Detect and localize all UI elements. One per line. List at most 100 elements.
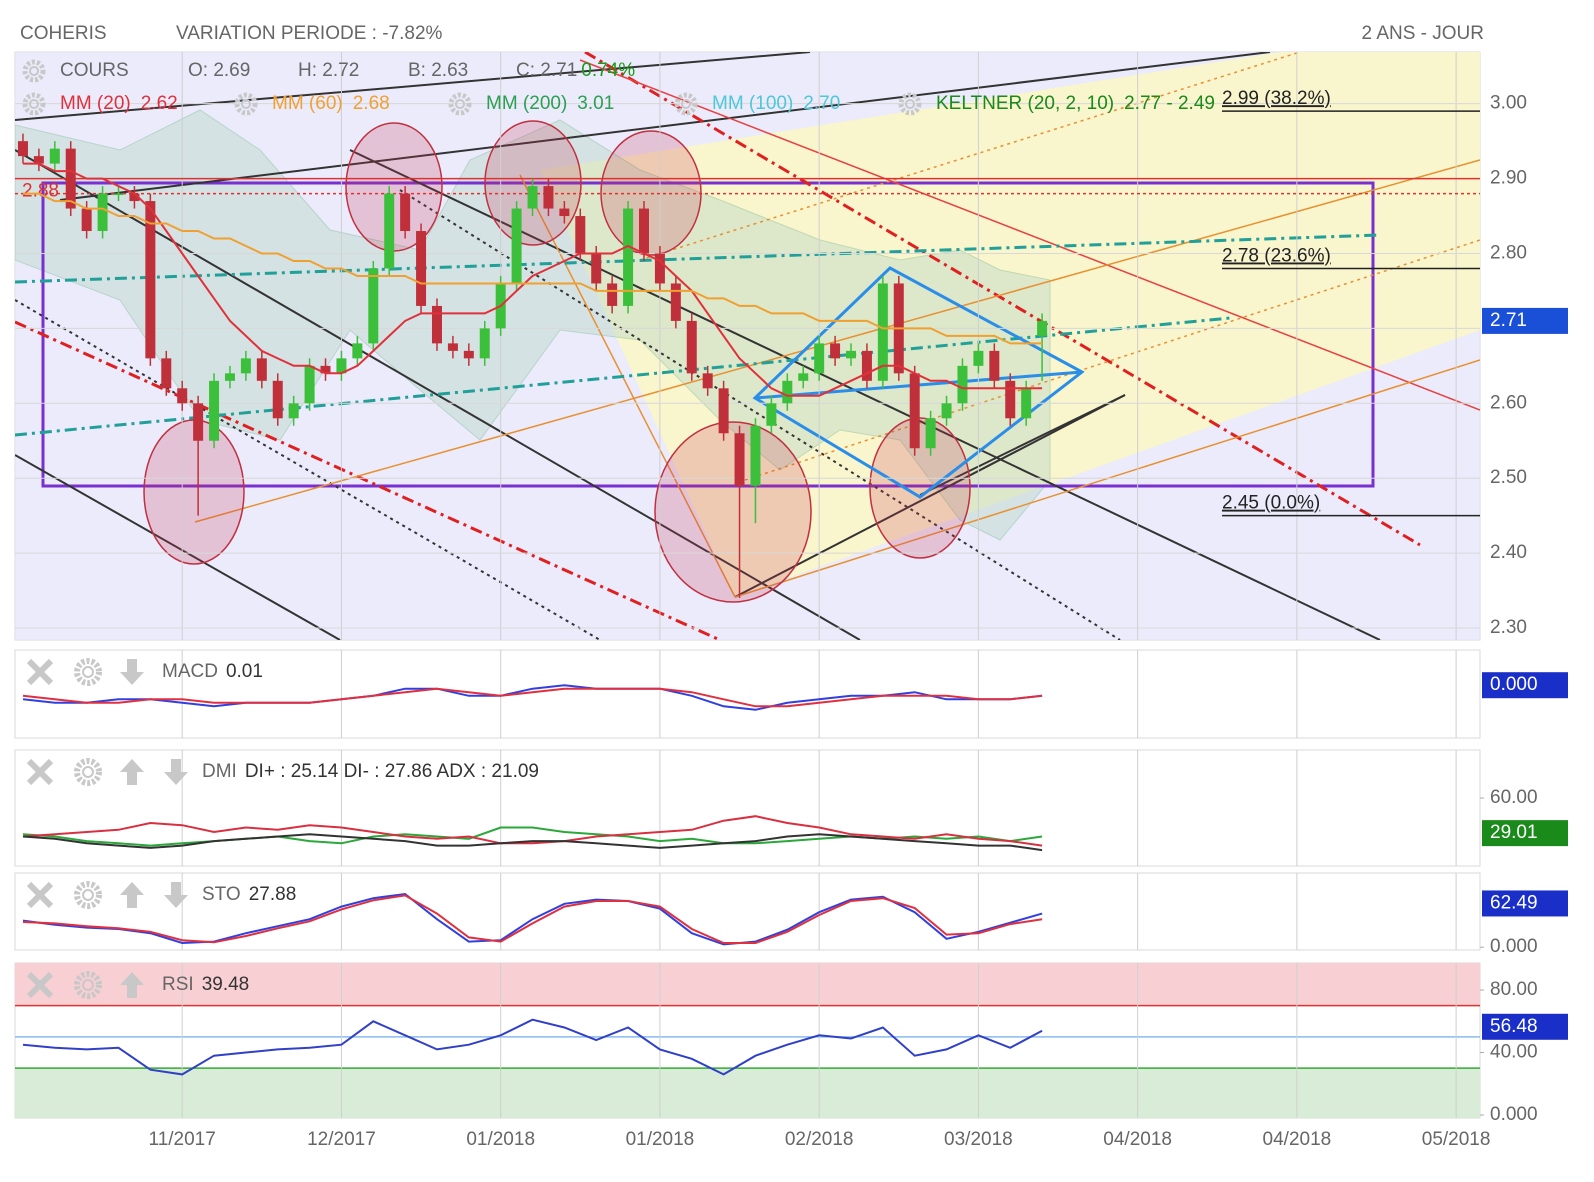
settings-icon bbox=[82, 666, 94, 678]
candle-body bbox=[240, 358, 251, 374]
y-tick-label: 2.40 bbox=[1490, 542, 1527, 563]
candle-body bbox=[320, 365, 331, 374]
trend-line bbox=[194, 159, 1480, 523]
settings-icon bbox=[73, 757, 103, 787]
move-down-icon bbox=[120, 659, 144, 685]
candle-body bbox=[846, 350, 857, 359]
legend-value: 2.62 bbox=[141, 93, 178, 114]
fan-fill bbox=[540, 52, 1480, 597]
candle-body bbox=[447, 343, 458, 351]
last-value-label: 29.01 bbox=[1490, 822, 1538, 843]
legend-name: MM (20) bbox=[60, 93, 131, 114]
series-line bbox=[22, 892, 1043, 946]
level-zone bbox=[15, 963, 1480, 1006]
settings-icon bbox=[674, 92, 698, 116]
trend-line bbox=[15, 149, 861, 640]
last-value-label: 2.71 bbox=[1490, 310, 1527, 331]
candle-body bbox=[989, 350, 1000, 381]
candle-body bbox=[81, 208, 92, 232]
trend-line bbox=[639, 52, 1301, 261]
trend-line bbox=[15, 320, 721, 640]
last-value-label: 56.48 bbox=[1490, 1016, 1538, 1037]
legend-name: KELTNER (20, 2, 10) bbox=[936, 93, 1114, 114]
candle-body bbox=[941, 403, 952, 419]
trend-line bbox=[349, 149, 1381, 640]
legend-value: B: 2.63 bbox=[408, 60, 468, 81]
candle-body bbox=[209, 380, 220, 441]
panel-value: DI+ : 25.14 DI- : 27.86 ADX : 21.09 bbox=[245, 761, 539, 782]
x-tick-label: 01/2018 bbox=[626, 1129, 695, 1150]
y-tick-label: 2.30 bbox=[1490, 617, 1527, 638]
candle-body bbox=[798, 373, 809, 381]
settings-icon bbox=[73, 880, 103, 910]
candle-body bbox=[336, 358, 347, 374]
candle-body bbox=[527, 186, 538, 209]
candle-body bbox=[161, 358, 172, 389]
trend-line bbox=[734, 394, 1126, 598]
candle-body bbox=[559, 208, 570, 217]
keltner-band bbox=[15, 109, 1051, 541]
candle-body bbox=[129, 193, 140, 202]
trend-line bbox=[584, 52, 1421, 547]
settings-icon bbox=[73, 970, 103, 1000]
period-label: 2 ANS - JOUR bbox=[1362, 23, 1484, 44]
x-tick-label: 05/2018 bbox=[1422, 1129, 1491, 1150]
candle-body bbox=[272, 380, 283, 419]
panel-value: 39.48 bbox=[202, 974, 250, 995]
candle-body bbox=[145, 201, 156, 359]
instrument-name: COHERIS bbox=[20, 23, 107, 44]
settings-icon bbox=[28, 65, 40, 77]
circle bbox=[869, 417, 971, 559]
legend-value: C: 2.71 bbox=[516, 60, 577, 81]
legend-value: 2.77 - 2.49 bbox=[1124, 93, 1215, 114]
candle-body bbox=[352, 343, 363, 359]
last-value-label: 0.000 bbox=[1490, 674, 1538, 695]
legend-value: 2.70 bbox=[803, 93, 840, 114]
last-value-tag bbox=[1482, 1013, 1568, 1040]
last-value-tag bbox=[1482, 820, 1568, 847]
settings-icon bbox=[448, 92, 472, 116]
x-tick-label: 02/2018 bbox=[785, 1129, 854, 1150]
panel-value: 0.01 bbox=[226, 661, 263, 682]
y-tick-label: 2.80 bbox=[1490, 243, 1527, 264]
period-variation: VARIATION PERIODE : -7.82% bbox=[176, 23, 443, 44]
candle-body bbox=[957, 365, 968, 404]
series-line bbox=[22, 687, 1043, 708]
y-tick-label: 0.000 bbox=[1490, 936, 1538, 957]
fib-label: 2.78 (23.6%) bbox=[1222, 245, 1331, 266]
last-value-tag bbox=[1482, 890, 1568, 917]
legend-value: H: 2.72 bbox=[298, 60, 359, 81]
panel-title: MACD bbox=[162, 661, 218, 682]
candle-body bbox=[638, 208, 649, 254]
candle-body bbox=[416, 231, 427, 306]
move-down-icon bbox=[164, 882, 188, 908]
candle-body bbox=[830, 343, 841, 359]
candle-body bbox=[543, 186, 554, 209]
y-tick-label: 60.00 bbox=[1490, 787, 1538, 808]
trend-line bbox=[519, 174, 736, 598]
candle-body bbox=[575, 216, 586, 254]
candle-body bbox=[877, 283, 888, 381]
candle-body bbox=[224, 373, 235, 381]
x-tick-label: 04/2018 bbox=[1103, 1129, 1172, 1150]
panel-frame bbox=[14, 872, 1481, 951]
candle-body bbox=[973, 350, 984, 366]
move-up-icon bbox=[120, 882, 144, 908]
drawings bbox=[15, 52, 1480, 640]
move-up-icon bbox=[120, 759, 144, 785]
candle-body bbox=[925, 418, 936, 449]
candle-body bbox=[177, 388, 188, 404]
candle-body bbox=[607, 283, 618, 306]
candle-body bbox=[49, 148, 60, 164]
trend-line bbox=[15, 454, 341, 640]
close-icon bbox=[26, 881, 54, 909]
candle-body bbox=[814, 343, 825, 374]
candle-body bbox=[1005, 380, 1016, 419]
y-tick-label: 0.000 bbox=[1490, 1104, 1538, 1125]
series-line bbox=[22, 833, 1043, 852]
candle-body bbox=[734, 433, 745, 486]
settings-icon bbox=[22, 92, 46, 116]
settings-icon bbox=[22, 59, 46, 83]
